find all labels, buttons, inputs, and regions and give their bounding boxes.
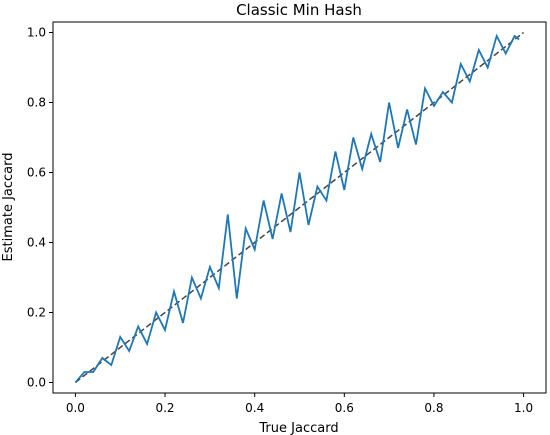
x-tick-label: 0.0 [66,401,85,415]
x-tick-label: 0.2 [155,401,174,415]
y-tick-label: 0.4 [27,236,46,250]
y-tick-label: 0.2 [27,306,46,320]
y-tick-label: 0.8 [27,96,46,110]
reference-line [74,31,525,384]
x-tick-label: 0.6 [335,401,354,415]
x-axis-label: True Jaccard [258,421,338,435]
chart-title: Classic Min Hash [236,1,362,19]
x-tick-label: 0.4 [245,401,264,415]
x-tick-label: 0.8 [424,401,443,415]
plot-frame [52,21,547,394]
series-line [74,33,520,384]
y-axis-label: Estimate Jaccard [1,153,16,262]
x-tick-label: 1.0 [514,401,533,415]
y-tick-label: 0.6 [27,166,46,180]
y-tick-label: 0.0 [27,376,46,390]
y-tick-label: 1.0 [27,26,46,40]
